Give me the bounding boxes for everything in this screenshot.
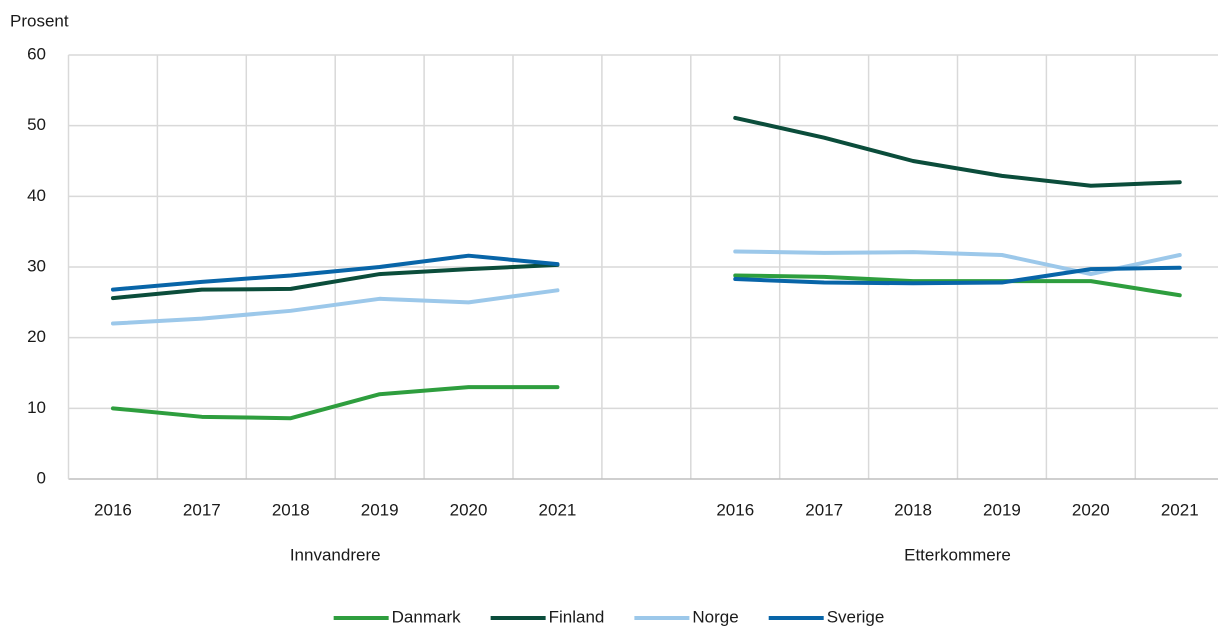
legend-label: Danmark [392,607,461,626]
x-tick-label: 2016 [716,500,754,519]
group-label: Innvandrere [290,545,381,564]
y-tick-label: 40 [27,186,46,205]
x-tick-label: 2020 [1072,500,1110,519]
series-line [110,115,1182,301]
legend-label: Finland [549,607,605,626]
x-tick-label: 2016 [94,500,132,519]
y-axis-label: Prosent [10,11,69,30]
x-tick-label: 2017 [805,500,843,519]
legend-label: Sverige [827,607,885,626]
x-tick-label: 2018 [272,500,310,519]
x-tick-label: 2018 [894,500,932,519]
y-tick-label: 30 [27,256,46,275]
x-tick-label: 2019 [983,500,1021,519]
series-line [110,273,1182,421]
x-tick-label: 2020 [450,500,488,519]
y-tick-label: 50 [27,115,46,134]
y-tick-label: 0 [37,468,46,487]
legend-label: Norge [692,607,738,626]
x-tick-label: 2019 [361,500,399,519]
series-line [110,249,1182,326]
series-line [110,253,1182,292]
x-tick-label: 2021 [1161,500,1199,519]
x-tick-label: 2021 [539,500,577,519]
y-tick-label: 20 [27,327,46,346]
y-tick-label: 10 [27,398,46,417]
group-label: Etterkommere [904,545,1011,564]
y-tick-label: 60 [27,44,46,63]
x-tick-label: 2017 [183,500,221,519]
